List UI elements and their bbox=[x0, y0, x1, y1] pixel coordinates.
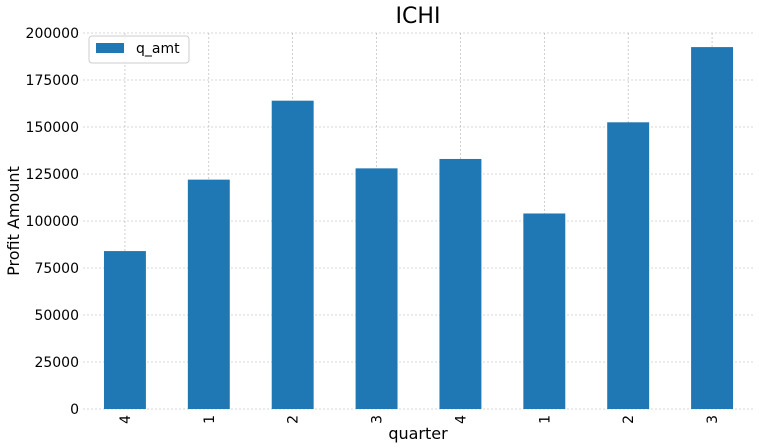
grid bbox=[83, 32, 754, 410]
y-axis-ticks: 0 25000 50000 75000 100000 125000 150000 175000… bbox=[26, 26, 79, 418]
x-axis-title: quarter bbox=[388, 424, 448, 443]
x-tick-label: 4 bbox=[453, 415, 469, 424]
y-axis-title: Profit Amount bbox=[4, 166, 23, 276]
bar bbox=[691, 47, 734, 409]
bar bbox=[355, 168, 398, 409]
bars bbox=[103, 47, 734, 410]
x-tick-label: 2 bbox=[286, 415, 302, 424]
x-tick-label: 3 bbox=[370, 415, 386, 424]
x-tick-label: 3 bbox=[705, 415, 721, 424]
y-tick-label: 125000 bbox=[26, 167, 79, 183]
x-tick-label: 1 bbox=[202, 415, 218, 424]
legend: q_amt bbox=[88, 35, 190, 64]
bar bbox=[439, 158, 482, 409]
x-tick-label: 4 bbox=[118, 415, 134, 424]
x-axis-ticks: 4 1 2 3 4 1 2 3 bbox=[118, 415, 721, 424]
y-tick-label: 25000 bbox=[34, 355, 79, 371]
x-tick-label: 1 bbox=[537, 415, 553, 424]
y-tick-label: 50000 bbox=[34, 308, 79, 324]
x-tick-label: 2 bbox=[621, 415, 637, 424]
legend-swatch bbox=[96, 43, 124, 53]
y-tick-label: 100000 bbox=[26, 214, 79, 230]
chart-title: ICHI bbox=[396, 4, 441, 29]
y-tick-label: 150000 bbox=[26, 120, 79, 136]
legend-label: q_amt bbox=[136, 41, 180, 57]
legend-box bbox=[88, 35, 190, 64]
y-tick-label: 175000 bbox=[26, 73, 79, 89]
bar bbox=[103, 251, 146, 409]
bar bbox=[187, 179, 230, 409]
y-tick-label: 0 bbox=[70, 402, 79, 418]
bar bbox=[607, 122, 650, 410]
y-tick-label: 200000 bbox=[26, 26, 79, 42]
y-tick-label: 75000 bbox=[34, 261, 79, 277]
bar bbox=[271, 100, 314, 410]
bar bbox=[523, 213, 566, 409]
